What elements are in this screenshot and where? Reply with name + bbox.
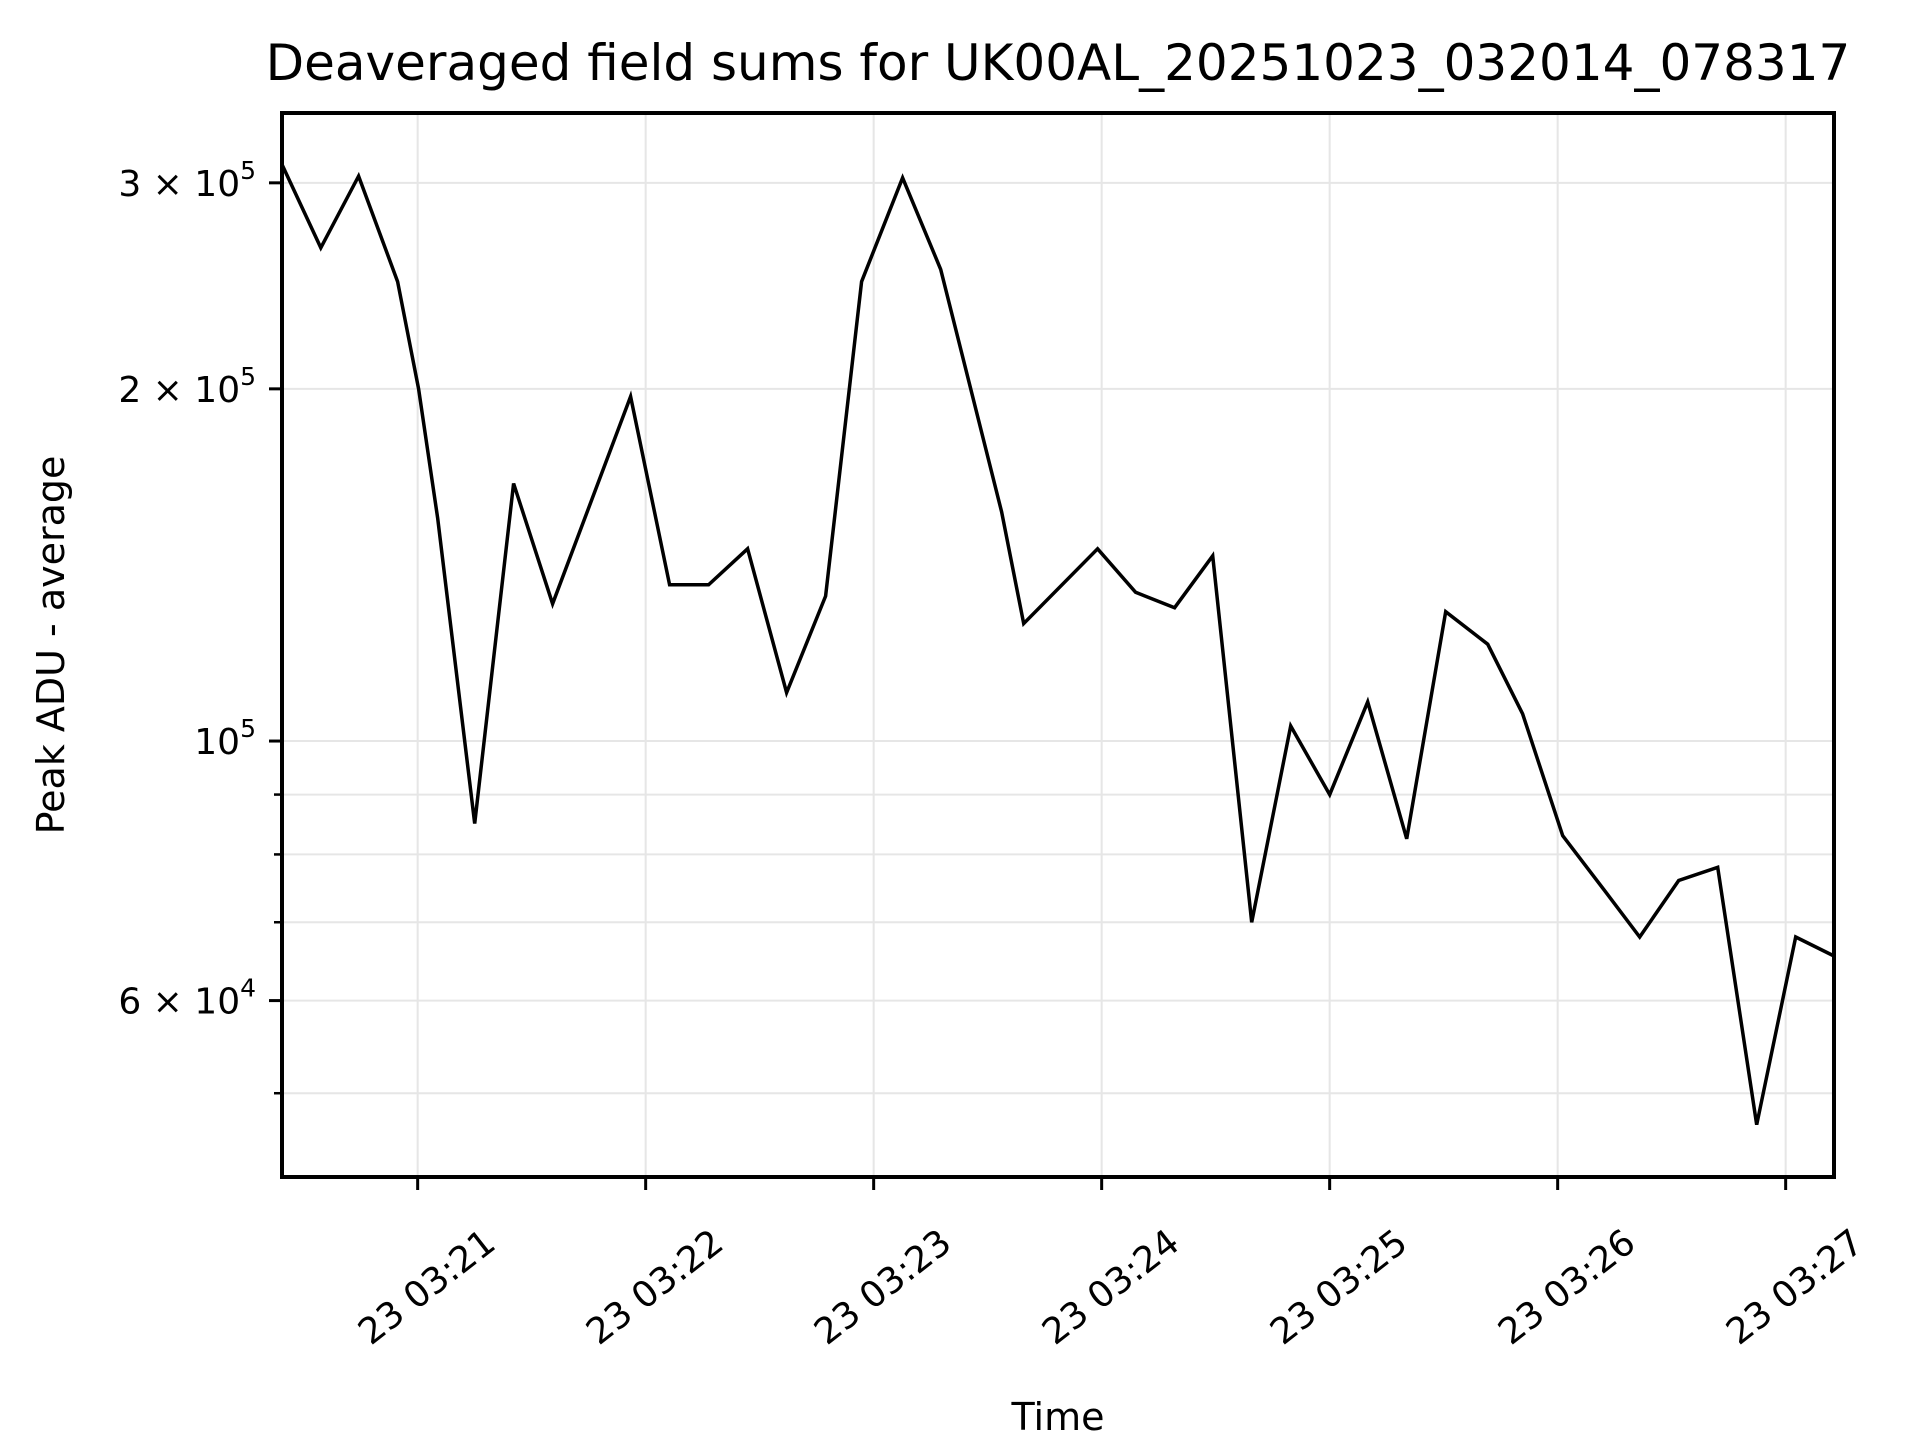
plot-frame — [280, 111, 1836, 1179]
x-tick-label: 23 03:22 — [579, 1222, 731, 1353]
x-tick-label: 23 03:21 — [351, 1222, 503, 1353]
y-tick-exponent: 5 — [240, 714, 256, 743]
x-tick-label: 23 03:27 — [1719, 1222, 1871, 1353]
y-tick-exponent: 5 — [240, 362, 256, 391]
tick-labels: 23 03:21 23 03:22 23 03:23 23 03:24 23 03:25… — [118, 156, 1871, 1353]
axes — [269, 111, 1836, 1190]
x-tick-label: 23 03:26 — [1491, 1222, 1643, 1353]
x-axis-label: Time — [1011, 1395, 1105, 1439]
y-tick-exponent: 5 — [240, 156, 256, 185]
y-tick-exponent: 4 — [240, 974, 256, 1003]
chart-title: Deaveraged field sums for UK00AL_2025102… — [266, 34, 1851, 92]
x-tick-label: 23 03:24 — [1035, 1222, 1187, 1353]
y-tick-label: 3 × 105 — [118, 156, 256, 205]
y-axis-label: Peak ADU - average — [29, 456, 73, 835]
y-tick-label: 2 × 105 — [118, 362, 256, 411]
data-polyline — [280, 162, 1836, 1126]
x-tick-label: 23 03:25 — [1263, 1222, 1415, 1353]
y-tick-label: 6 × 104 — [118, 974, 256, 1023]
data-series — [280, 162, 1836, 1126]
gridlines — [282, 113, 1834, 1177]
x-tick-label: 23 03:23 — [807, 1222, 959, 1353]
y-tick-label: 105 — [194, 714, 256, 763]
